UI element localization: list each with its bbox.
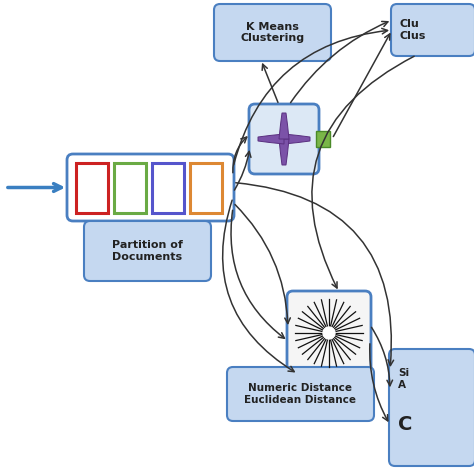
FancyBboxPatch shape xyxy=(67,154,234,221)
Bar xyxy=(76,163,108,212)
Text: C: C xyxy=(398,415,412,434)
Text: Clu
Clus: Clu Clus xyxy=(400,19,427,41)
FancyBboxPatch shape xyxy=(389,349,474,466)
Text: K Means
Clustering: K Means Clustering xyxy=(240,22,305,43)
Polygon shape xyxy=(284,134,310,144)
Polygon shape xyxy=(279,139,289,165)
FancyBboxPatch shape xyxy=(227,367,374,421)
FancyBboxPatch shape xyxy=(249,104,319,174)
Text: Si
A: Si A xyxy=(398,368,409,390)
Bar xyxy=(316,131,330,147)
FancyBboxPatch shape xyxy=(391,4,474,56)
Bar xyxy=(152,163,184,212)
Circle shape xyxy=(323,327,335,339)
FancyBboxPatch shape xyxy=(84,221,211,281)
Polygon shape xyxy=(279,113,289,139)
Text: Numeric Distance
Euclidean Distance: Numeric Distance Euclidean Distance xyxy=(245,383,356,405)
FancyBboxPatch shape xyxy=(287,291,371,375)
Polygon shape xyxy=(258,134,284,144)
Text: Partition of
Documents: Partition of Documents xyxy=(112,240,183,262)
Bar xyxy=(114,163,146,212)
FancyBboxPatch shape xyxy=(214,4,331,61)
Bar xyxy=(190,163,222,212)
